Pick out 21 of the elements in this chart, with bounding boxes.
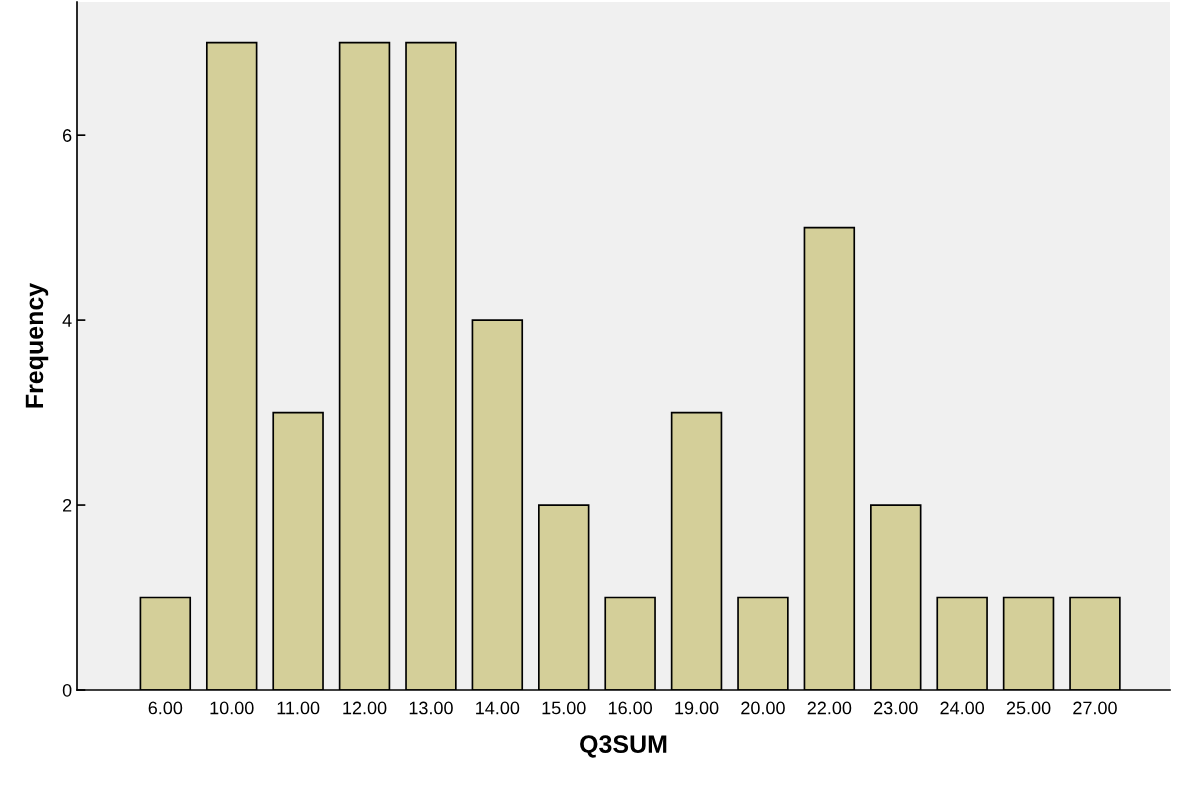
x-tick-label: 25.00 <box>1006 701 1051 715</box>
x-tick-label: 24.00 <box>940 701 985 715</box>
x-tick-label: 10.00 <box>210 701 254 715</box>
x-tick-label: 13.00 <box>409 701 453 715</box>
x-tick-label: 22.00 <box>807 701 852 715</box>
x-tick-label: 12.00 <box>343 701 387 715</box>
x-tick-label: 16.00 <box>608 701 653 715</box>
x-tick-label: 14.00 <box>476 701 520 715</box>
y-tick-label: 4 <box>62 314 72 327</box>
x-tick-label: 23.00 <box>874 701 918 715</box>
y-tick-label: 2 <box>63 498 72 512</box>
x-axis-title: Q3SUM <box>580 735 667 758</box>
x-tick-label: 11.00 <box>277 701 320 715</box>
y-tick-label: 0 <box>62 683 72 697</box>
x-tick-label: 19.00 <box>675 701 719 715</box>
y-tick-label: 6 <box>63 129 72 142</box>
x-tick-label: 20.00 <box>741 701 785 715</box>
x-tick-label: 15.00 <box>542 701 586 715</box>
x-tick-label: 6.00 <box>148 701 183 715</box>
x-tick-label: 27.00 <box>1073 701 1117 715</box>
y-axis-title: Frequency <box>25 282 49 408</box>
